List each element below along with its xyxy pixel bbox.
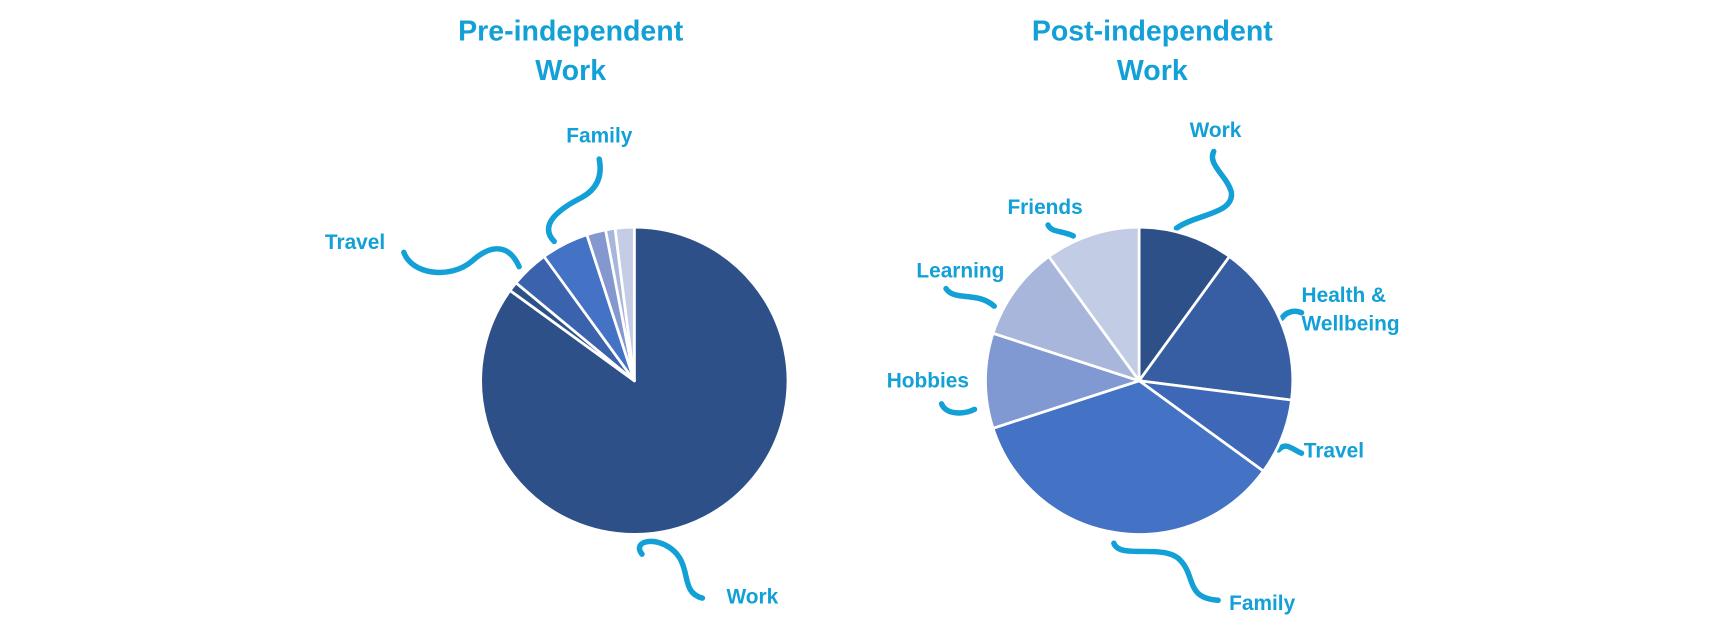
connector — [636, 538, 706, 601]
slice-label: Health & Wellbeing — [1301, 284, 1400, 336]
slice-label-box: Work — [726, 586, 779, 610]
slice-label: Friends — [1007, 196, 1083, 220]
pie-slice — [1137, 225, 1231, 383]
slice-label: Travel — [324, 231, 386, 255]
connector — [1275, 443, 1305, 456]
connectors — [401, 148, 1305, 604]
pie-slice — [984, 331, 1141, 430]
slice-label-box: Family — [1229, 592, 1296, 616]
connector — [1279, 308, 1305, 321]
pie-slice — [613, 225, 636, 383]
slice-label-box: Health & Wellbeing — [1301, 284, 1400, 336]
slice-label-box: Travel — [324, 231, 386, 255]
slice-label-box: Hobbies — [886, 369, 969, 393]
pie-slice — [1047, 225, 1141, 383]
chart-title-box: Pre-independent Work — [458, 14, 684, 87]
connector — [943, 285, 998, 309]
slice-label-box: Family — [566, 125, 633, 149]
pie-slice — [991, 379, 1265, 536]
slice-label: Learning — [916, 260, 1005, 284]
slice-label: Work — [1189, 119, 1242, 143]
pie-slice — [1137, 255, 1295, 402]
slice-label: Work — [726, 586, 779, 610]
connector — [1173, 148, 1235, 232]
slice-label-box: Learning — [916, 260, 1005, 284]
slice-label-box: Travel — [1303, 440, 1365, 464]
slice-label: Hobbies — [886, 369, 969, 393]
connector — [1045, 222, 1077, 239]
connector — [938, 401, 978, 416]
chart-title-box: Post-independent Work — [1031, 14, 1273, 87]
connector — [401, 246, 522, 276]
slice-label: Travel — [1303, 440, 1365, 464]
slice-label-box: Work — [1189, 119, 1242, 143]
pie-slice — [991, 255, 1141, 383]
connector — [1111, 540, 1221, 604]
chart-title: Pre-independent Work — [458, 14, 684, 87]
slice-label-box: Friends — [1007, 196, 1083, 220]
connector — [545, 156, 603, 245]
slice-label: Family — [566, 125, 633, 149]
slice-label: Family — [1229, 592, 1296, 616]
chart-title: Post-independent Work — [1031, 14, 1273, 87]
